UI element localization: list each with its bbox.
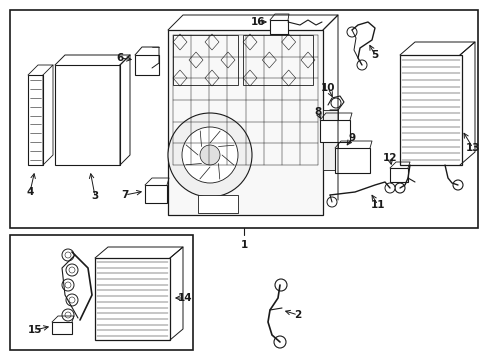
Circle shape <box>65 252 71 258</box>
Bar <box>389 168 407 182</box>
Bar <box>173 35 238 85</box>
Circle shape <box>394 183 404 193</box>
Bar <box>135 55 159 75</box>
Text: 8: 8 <box>314 107 321 117</box>
Circle shape <box>182 127 238 183</box>
Bar <box>10 10 477 228</box>
Bar <box>399 55 461 165</box>
Text: 11: 11 <box>370 200 385 210</box>
Text: 16: 16 <box>250 17 264 27</box>
Bar <box>319 120 349 142</box>
Bar <box>55 65 120 165</box>
Circle shape <box>330 98 340 108</box>
Text: 13: 13 <box>465 143 479 153</box>
Bar <box>145 185 167 203</box>
Bar <box>269 20 287 34</box>
Circle shape <box>66 294 78 306</box>
Circle shape <box>326 197 336 207</box>
Bar <box>323 110 337 170</box>
Circle shape <box>69 267 75 273</box>
Circle shape <box>62 249 74 261</box>
Circle shape <box>168 113 251 197</box>
Text: 15: 15 <box>28 325 42 335</box>
Circle shape <box>62 309 74 321</box>
Circle shape <box>66 264 78 276</box>
Text: 3: 3 <box>91 191 99 201</box>
Text: 4: 4 <box>26 187 34 197</box>
Text: 5: 5 <box>370 50 378 60</box>
Bar <box>334 148 369 173</box>
Text: 2: 2 <box>294 310 301 320</box>
Bar <box>198 195 238 213</box>
Bar <box>168 30 323 215</box>
Text: 1: 1 <box>240 240 247 250</box>
Circle shape <box>69 297 75 303</box>
Bar <box>95 258 170 340</box>
Bar <box>28 75 43 165</box>
Circle shape <box>62 279 74 291</box>
Text: 9: 9 <box>348 133 355 143</box>
Bar <box>52 322 72 334</box>
Text: 7: 7 <box>121 190 128 200</box>
Circle shape <box>346 27 356 37</box>
Circle shape <box>65 312 71 318</box>
Circle shape <box>273 336 285 348</box>
Text: 6: 6 <box>116 53 123 63</box>
Circle shape <box>384 183 394 193</box>
Circle shape <box>65 282 71 288</box>
Circle shape <box>274 279 286 291</box>
Text: 12: 12 <box>382 153 396 163</box>
Circle shape <box>200 145 220 165</box>
Text: 14: 14 <box>177 293 192 303</box>
Text: 10: 10 <box>320 83 335 93</box>
Bar <box>243 35 312 85</box>
Circle shape <box>452 180 462 190</box>
Circle shape <box>356 60 366 70</box>
Bar <box>10 235 193 350</box>
